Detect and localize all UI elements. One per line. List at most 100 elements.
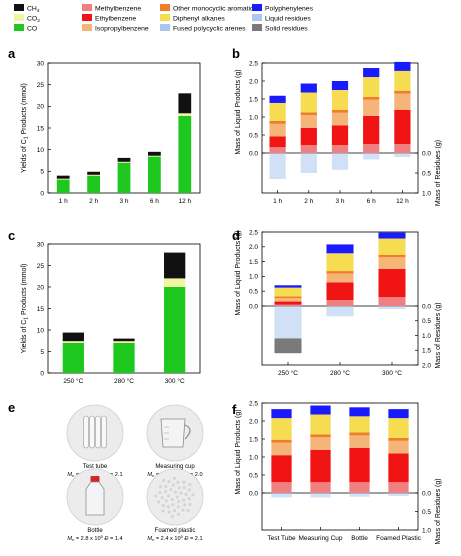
y-tick-label: 0.0 [249, 150, 258, 157]
y-tick-label: 1.0 [249, 274, 258, 281]
y-tick-label: 15 [37, 125, 45, 132]
bar-segment [148, 151, 161, 156]
legend-swatch [14, 24, 24, 31]
residue-tick-label: 0.0 [422, 303, 431, 310]
residue-tick-label: 0.5 [422, 318, 431, 325]
bar-segment [271, 418, 292, 440]
bar-segment [164, 252, 186, 279]
bar-segment [326, 300, 354, 306]
bar-segment [164, 278, 186, 287]
bar-segment [363, 99, 380, 116]
bar-segment [310, 482, 331, 493]
legend-label: Fused polycyclic arenes [173, 26, 246, 33]
test-tubes-icon [83, 415, 107, 449]
legend-swatch [160, 4, 170, 11]
chart-panel-f: 0.0 0.5 1.0 1.5 2.0 2.5 0.0 0.5 1.0 Mass of Liqui… [235, 400, 442, 544]
bar-segment [300, 83, 317, 93]
residue-segment [300, 153, 317, 173]
x-tick-label: 1 h [59, 198, 68, 205]
bar-segment [113, 338, 135, 342]
x-tick-label: 250 °C [63, 377, 83, 385]
bar-segment [363, 96, 380, 100]
bar-segment [269, 123, 286, 137]
panel-label-d: d [232, 228, 240, 243]
bar-segment [394, 90, 411, 94]
bar-segment [310, 414, 331, 435]
bar-segment [378, 232, 406, 239]
x-tick-label: 3 h [335, 198, 344, 205]
legend-label: Methylbenzene [95, 6, 141, 13]
bar-segment [56, 179, 70, 193]
x-tick-label: 12 h [396, 198, 409, 205]
bar-segment [117, 157, 131, 162]
residue-tick-label: 1.5 [422, 348, 431, 355]
y-tick-label: 5 [40, 169, 44, 176]
bar-segment [148, 156, 161, 193]
bar-segment [326, 273, 354, 283]
chart-panel-c: 0 5 10 15 20 25 30 Yields of C1 Products (mmol)… [21, 241, 201, 385]
photo-title: Foamed plastic [155, 528, 196, 534]
x-tick-label: Measuring Cup [298, 535, 342, 542]
bar-segment [274, 296, 302, 299]
bar-segment [300, 127, 317, 146]
legend-swatch [82, 4, 92, 11]
bar-segment [388, 409, 409, 419]
residue-tick-label: 0.0 [422, 150, 431, 157]
photo-title: Bottle [87, 528, 103, 534]
bar-segment [269, 120, 286, 124]
bar-segment [56, 175, 70, 179]
bar-segment [349, 448, 370, 483]
bar-segment [274, 287, 302, 297]
y-axis-label: Yields of C1 Products (mmol) [21, 83, 30, 173]
y-tick-label: 0 [40, 190, 44, 197]
legend-label: CO [27, 26, 37, 33]
bar-segment [378, 238, 406, 255]
bottle-icon [85, 476, 105, 516]
bar-segment [117, 161, 131, 163]
residue-segment [349, 493, 370, 497]
y-axis-label-right: Mass of Residues (g) [435, 478, 442, 544]
bar-segment [363, 115, 380, 144]
x-tick-label: 2 h [89, 198, 98, 205]
x-tick-label: Bottle [351, 535, 368, 542]
bar-segment [349, 482, 370, 493]
bar-segment [274, 301, 302, 305]
y-tick-label: 2.5 [249, 229, 258, 236]
bar-segment [300, 92, 317, 113]
residue-segment [274, 306, 302, 339]
y-tick-label: 30 [37, 241, 45, 248]
x-tick-label: 280 °C [114, 377, 134, 385]
bar-segment [331, 112, 349, 126]
chart-panel-a: 0 5 10 15 20 25 30 Yields of C1 Products (mmol)… [21, 60, 201, 205]
photo-background [66, 404, 124, 462]
residue-tick-label: 1.0 [422, 527, 431, 534]
bar-segment [300, 115, 317, 128]
bar-segment [274, 285, 302, 288]
residue-tick-label: 2.0 [422, 362, 431, 369]
bar-segment [271, 409, 292, 419]
legend-label: CH4 [27, 6, 40, 15]
y-tick-label: 0 [40, 370, 44, 377]
bar-segment [300, 145, 317, 153]
y-axis-label-right: Mass of Residues (g) [435, 302, 442, 368]
legend-label: Isopropylbenzene [95, 26, 149, 33]
y-axis-label: Mass of Liquid Products (g) [235, 69, 242, 154]
y-tick-label: 2.5 [249, 60, 258, 67]
y-axis-label: Yields of C1 Products (mmol) [21, 264, 30, 354]
x-tick-label: 1 h [273, 198, 282, 205]
x-tick-label: 250 °C [278, 369, 298, 377]
y-tick-label: 10 [37, 327, 45, 334]
y-tick-label: 1.5 [249, 259, 258, 266]
bar-segment [326, 271, 354, 274]
residue-tick-label: 1.0 [422, 190, 431, 197]
bar-segment [271, 442, 292, 456]
y-tick-label: 0.5 [249, 472, 258, 479]
y-tick-label: 0.0 [249, 303, 258, 310]
x-tick-label: 12 h [178, 198, 191, 205]
bar-segment [300, 112, 317, 116]
bar-segment [388, 437, 409, 441]
chart-panel-b: 0.0 0.5 1.0 1.5 2.0 2.5 0.0 0.5 1.0 Mass of Liqui… [235, 60, 442, 206]
y-tick-label: 1.5 [249, 96, 258, 103]
y-tick-label: 25 [37, 263, 45, 270]
